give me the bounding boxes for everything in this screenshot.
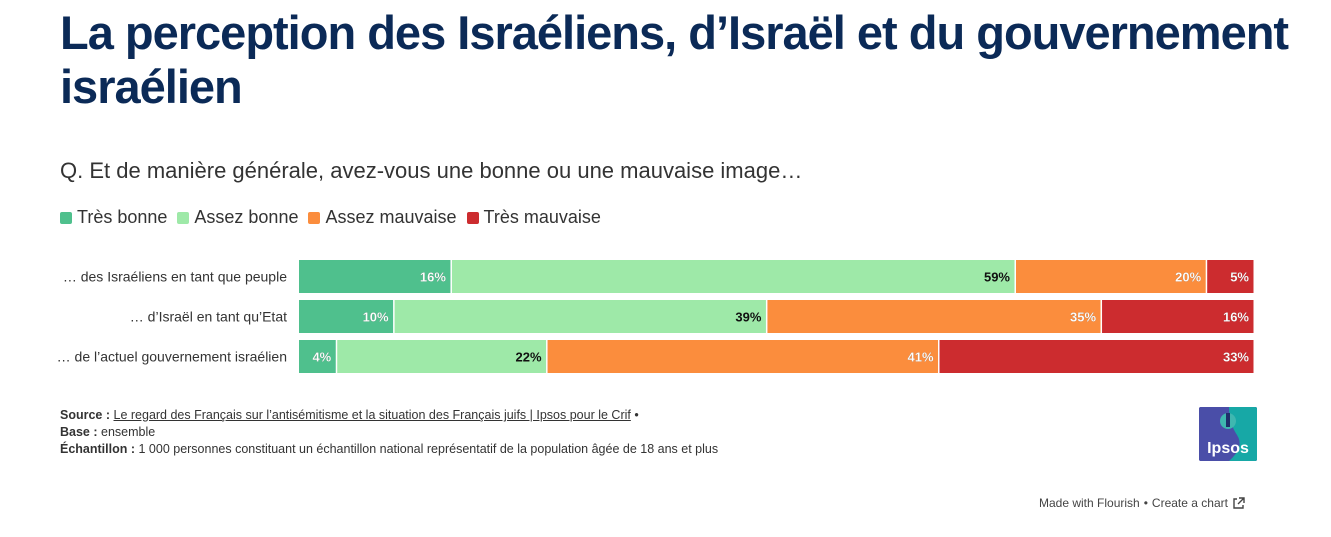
data-label: 33%	[1223, 350, 1249, 365]
sample-label: Échantillon :	[60, 442, 135, 456]
data-label: 5%	[1230, 270, 1249, 285]
external-link-icon[interactable]	[1232, 496, 1245, 510]
footer-notes: Source : Le regard des Français sur l’an…	[60, 407, 718, 458]
ipsos-logo: Ipsos	[1199, 407, 1257, 461]
legend-swatch	[60, 211, 72, 224]
legend-label: Assez mauvaise	[325, 207, 457, 227]
source-link[interactable]: Le regard des Français sur l’antisémitis…	[113, 408, 631, 422]
made-with-flourish-link[interactable]: Made with Flourish	[1039, 496, 1140, 510]
sample-line: Échantillon : 1 000 personnes constituan…	[60, 441, 718, 458]
data-label: 41%	[907, 350, 933, 365]
data-label: 16%	[420, 270, 446, 285]
flourish-credit: Made with Flourish • Create a chart	[1039, 496, 1245, 510]
legend-item-tres-mauvaise[interactable]: Très mauvaise	[466, 207, 601, 228]
bar-segment[interactable]	[1207, 260, 1254, 293]
source-separator: •	[634, 408, 639, 422]
base-line: Base : ensemble	[60, 424, 718, 441]
bar-segment[interactable]	[451, 260, 1015, 293]
bar-segment[interactable]	[337, 340, 547, 373]
source-line: Source : Le regard des Français sur l’an…	[60, 407, 718, 424]
category-label: … des Israéliens en tant que peuple	[63, 269, 287, 285]
bar-segment[interactable]	[1016, 260, 1206, 293]
create-chart-link[interactable]: Create a chart	[1151, 496, 1228, 510]
stacked-bar-chart: … des Israéliens en tant que peuple 16% 59…	[57, 260, 1254, 373]
legend-label: Très bonne	[77, 207, 168, 227]
bar-segment[interactable]	[299, 340, 336, 373]
legend-item-tres-bonne[interactable]: Très bonne	[60, 207, 167, 228]
chart-title: La perception des Israéliens, d’Israël e…	[60, 6, 1289, 113]
data-label: 35%	[1070, 310, 1096, 325]
legend-label: Assez bonne	[194, 207, 299, 227]
base-value: ensemble	[101, 425, 156, 439]
bar-segment[interactable]	[394, 300, 766, 333]
ipsos-logo-graphic: Ipsos	[1199, 407, 1257, 461]
legend-swatch	[177, 211, 190, 224]
sample-value: 1 000 personnes constituant un échantill…	[138, 442, 719, 456]
data-label: 10%	[363, 310, 389, 325]
data-label: 59%	[984, 270, 1010, 285]
data-label: 16%	[1223, 310, 1249, 325]
base-label: Base :	[60, 425, 98, 439]
bar-segment[interactable]	[547, 340, 939, 373]
legend-item-assez-bonne[interactable]: Assez bonne	[177, 207, 298, 228]
bar-segment[interactable]	[1102, 300, 1254, 333]
category-label: … de l’actuel gouvernement israélien	[57, 349, 287, 365]
legend-label: Très mauvaise	[483, 207, 601, 227]
chart-subtitle: Q. Et de manière générale, avez-vous une…	[60, 158, 803, 183]
bar-segment[interactable]	[299, 300, 394, 333]
legend-swatch	[466, 211, 479, 224]
bar-segment[interactable]	[299, 260, 451, 293]
data-label: 4%	[312, 350, 331, 365]
data-label: 39%	[735, 310, 761, 325]
logo-text: Ipsos	[1207, 440, 1249, 457]
legend: Très bonne Assez bonne Assez mauvaise Tr…	[60, 207, 611, 228]
data-label: 20%	[1175, 270, 1201, 285]
category-label: … d’Israël en tant qu’Etat	[130, 309, 287, 325]
legend-swatch	[308, 211, 321, 224]
bar-segment[interactable]	[767, 300, 1101, 333]
legend-item-assez-mauvaise[interactable]: Assez mauvaise	[308, 207, 457, 228]
credit-separator: •	[1143, 496, 1148, 510]
bar-segment[interactable]	[939, 340, 1254, 373]
data-label: 22%	[516, 350, 542, 365]
source-label: Source :	[60, 408, 111, 422]
